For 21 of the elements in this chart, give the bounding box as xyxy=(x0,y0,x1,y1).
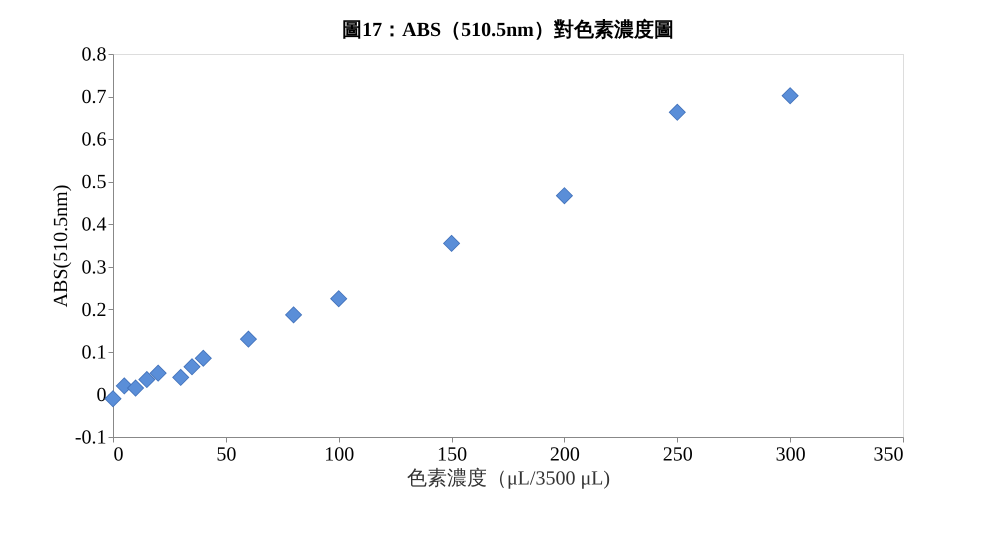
x-tick-label: 250 xyxy=(662,444,693,466)
x-tick-label: 350 xyxy=(874,444,904,466)
y-tick-label: 0 xyxy=(96,384,106,406)
y-tick-label: 0.6 xyxy=(82,128,106,151)
x-axis-title: 色素濃度（μL/3500 μL) xyxy=(406,468,610,490)
y-tick-label: 0.5 xyxy=(82,171,106,194)
x-tick-label: 100 xyxy=(324,444,354,466)
x-tick-label: 200 xyxy=(550,444,580,466)
x-tick-label: 150 xyxy=(437,444,468,466)
chart-title: 圖17：ABS（510.5nm）對色素濃度圖 xyxy=(342,18,674,41)
x-tick-label: 0 xyxy=(114,444,124,466)
x-tick-label: 300 xyxy=(776,444,806,466)
x-tick-label: 50 xyxy=(216,444,236,466)
y-tick-label: 0.4 xyxy=(82,214,106,236)
y-axis-title: ABS(510.5nm) xyxy=(50,184,72,308)
y-tick-label: 0.3 xyxy=(82,256,106,278)
y-tick-label: 0.2 xyxy=(82,298,106,321)
y-tick-label: 0.7 xyxy=(82,86,106,108)
y-tick-label: -0.1 xyxy=(74,426,106,448)
y-tick-label: 0.8 xyxy=(82,44,106,66)
y-tick-label: 0.1 xyxy=(82,341,106,364)
